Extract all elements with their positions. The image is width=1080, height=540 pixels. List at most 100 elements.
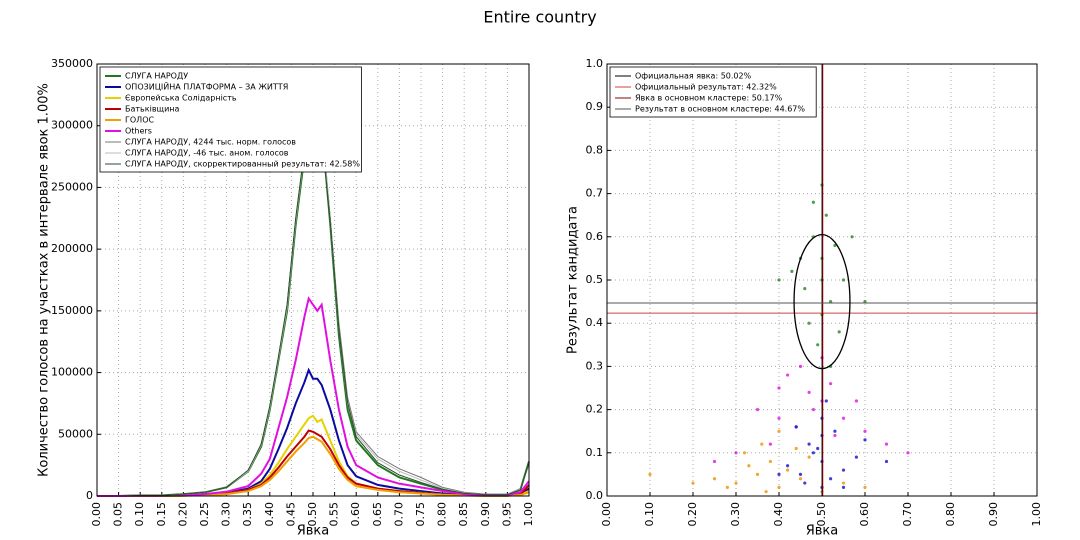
x-tick-label: 0.10 bbox=[133, 502, 146, 527]
legend-label: Явка в основном кластере: 50.17% bbox=[635, 94, 783, 103]
scatter-point bbox=[648, 472, 652, 476]
legend-label: СЛУГА НАРОДУ, -46 тыс. аном. голосов bbox=[125, 149, 289, 158]
y-tick-label: 0 bbox=[86, 489, 93, 502]
legend: Официальная явка: 50.02% Официальный резу… bbox=[609, 66, 817, 118]
scatter-point bbox=[734, 481, 738, 485]
x-tick-label: 0.15 bbox=[155, 502, 168, 527]
x-tick-label: 1.00 bbox=[522, 502, 535, 527]
legend-label: ГОЛОС bbox=[125, 116, 154, 125]
x-tick-label: 0.05 bbox=[112, 502, 125, 527]
scatter-point bbox=[768, 442, 773, 446]
x-tick-label: 0.45 bbox=[284, 502, 297, 527]
x-tick-label: 0.95 bbox=[500, 502, 513, 526]
scatter-point bbox=[829, 382, 833, 386]
scatter-point bbox=[811, 200, 816, 204]
scatter-point bbox=[841, 481, 846, 485]
x-tick-label: 0.80 bbox=[944, 502, 957, 527]
y-tick-label: 0.9 bbox=[586, 100, 604, 113]
x-tick-label: 0.65 bbox=[371, 502, 384, 527]
legend-label: Результат в основном кластере: 44.67% bbox=[635, 105, 805, 114]
figure-title: Entire country bbox=[483, 8, 596, 27]
scatter-point bbox=[768, 459, 773, 464]
scatter-point bbox=[798, 364, 803, 368]
y-tick-label: 0.7 bbox=[586, 187, 604, 200]
scatter-point bbox=[854, 399, 859, 403]
x-axis-label: Явка bbox=[806, 524, 839, 539]
scatter-point bbox=[833, 429, 837, 433]
scatter-point bbox=[777, 416, 781, 420]
series-line bbox=[97, 414, 530, 497]
scatter-point bbox=[863, 300, 867, 304]
scatter-point bbox=[841, 278, 846, 282]
scatter-point bbox=[807, 442, 811, 446]
scatter-point bbox=[755, 472, 760, 476]
x-tick-label: 0.90 bbox=[479, 502, 492, 527]
scatter-point bbox=[807, 455, 811, 459]
scatter-point bbox=[811, 408, 816, 412]
scatter-point bbox=[786, 464, 790, 468]
y-tick-label: 0.4 bbox=[586, 316, 604, 329]
scatter-point bbox=[794, 446, 798, 451]
scatter-point bbox=[807, 321, 811, 325]
scatter-point bbox=[764, 490, 768, 494]
scatter-point bbox=[829, 477, 833, 481]
scatter-point bbox=[863, 438, 867, 442]
scatter-point bbox=[824, 399, 828, 403]
legend-label: Others bbox=[125, 127, 152, 136]
scatter-point bbox=[841, 485, 846, 489]
x-tick-label: 0.85 bbox=[457, 502, 470, 527]
scatter-point bbox=[884, 442, 889, 446]
plot-frame bbox=[606, 63, 1038, 497]
y-tick-label: 50000 bbox=[58, 427, 93, 440]
legend-label: СЛУГА НАРОДУ, 4244 тыс. норм. голосов bbox=[125, 138, 296, 147]
scatter-point bbox=[906, 451, 910, 455]
x-tick-label: 0.70 bbox=[901, 502, 914, 527]
scatter-point bbox=[833, 243, 837, 248]
y-tick-label: 150000 bbox=[51, 304, 93, 317]
x-tick-label: 0.20 bbox=[176, 502, 189, 527]
scatter-point bbox=[760, 442, 764, 446]
legend-box bbox=[609, 66, 817, 118]
x-tick-label: 0.60 bbox=[349, 502, 362, 527]
y-tick-label: 250000 bbox=[51, 180, 93, 193]
scatter-point bbox=[829, 300, 833, 304]
y-tick-label: 0.5 bbox=[586, 273, 604, 286]
scatter-point bbox=[841, 468, 846, 472]
y-tick-label: 300000 bbox=[51, 119, 93, 132]
scatter-point bbox=[816, 343, 820, 347]
y-tick-label: 1.0 bbox=[586, 57, 604, 70]
legend-label: Європейська Солідарність bbox=[125, 94, 237, 103]
scatter-point bbox=[850, 235, 854, 239]
cluster-ellipse bbox=[793, 233, 851, 370]
scatter-point bbox=[833, 433, 837, 438]
x-tick-label: 0.10 bbox=[643, 502, 656, 527]
x-tick-label: 0.55 bbox=[328, 502, 341, 527]
series-line bbox=[97, 435, 530, 497]
x-tick-label: 0.00 bbox=[600, 502, 613, 527]
x-tick-label: 0.35 bbox=[241, 502, 254, 527]
scatter-point bbox=[712, 459, 717, 464]
legend-label: Официальная явка: 50.02% bbox=[635, 72, 752, 81]
scatter-point bbox=[743, 451, 747, 455]
scatter-point bbox=[777, 472, 781, 476]
scatter-point bbox=[786, 468, 790, 472]
scatter-point bbox=[884, 459, 889, 464]
scatter-point bbox=[807, 390, 811, 394]
legend-label: СЛУГА НАРОДУ, скорректированный результа… bbox=[125, 160, 360, 169]
scatter-point bbox=[841, 416, 846, 420]
scatter-point bbox=[786, 373, 790, 377]
scatter-point bbox=[777, 485, 781, 489]
x-tick-label: 0.20 bbox=[686, 502, 699, 527]
x-tick-label: 0.40 bbox=[772, 502, 785, 527]
scatter-point bbox=[824, 213, 828, 217]
scatter-point bbox=[777, 386, 781, 390]
scatter-point bbox=[803, 287, 807, 291]
y-tick-label: 200000 bbox=[51, 242, 93, 255]
x-tick-label: 0.50 bbox=[306, 502, 319, 527]
y-tick-label: 0.2 bbox=[586, 403, 604, 416]
x-tick-label: 1.00 bbox=[1030, 502, 1043, 527]
scatter-point bbox=[854, 455, 859, 459]
legend-label: Официальный результат: 42.32% bbox=[635, 83, 777, 92]
